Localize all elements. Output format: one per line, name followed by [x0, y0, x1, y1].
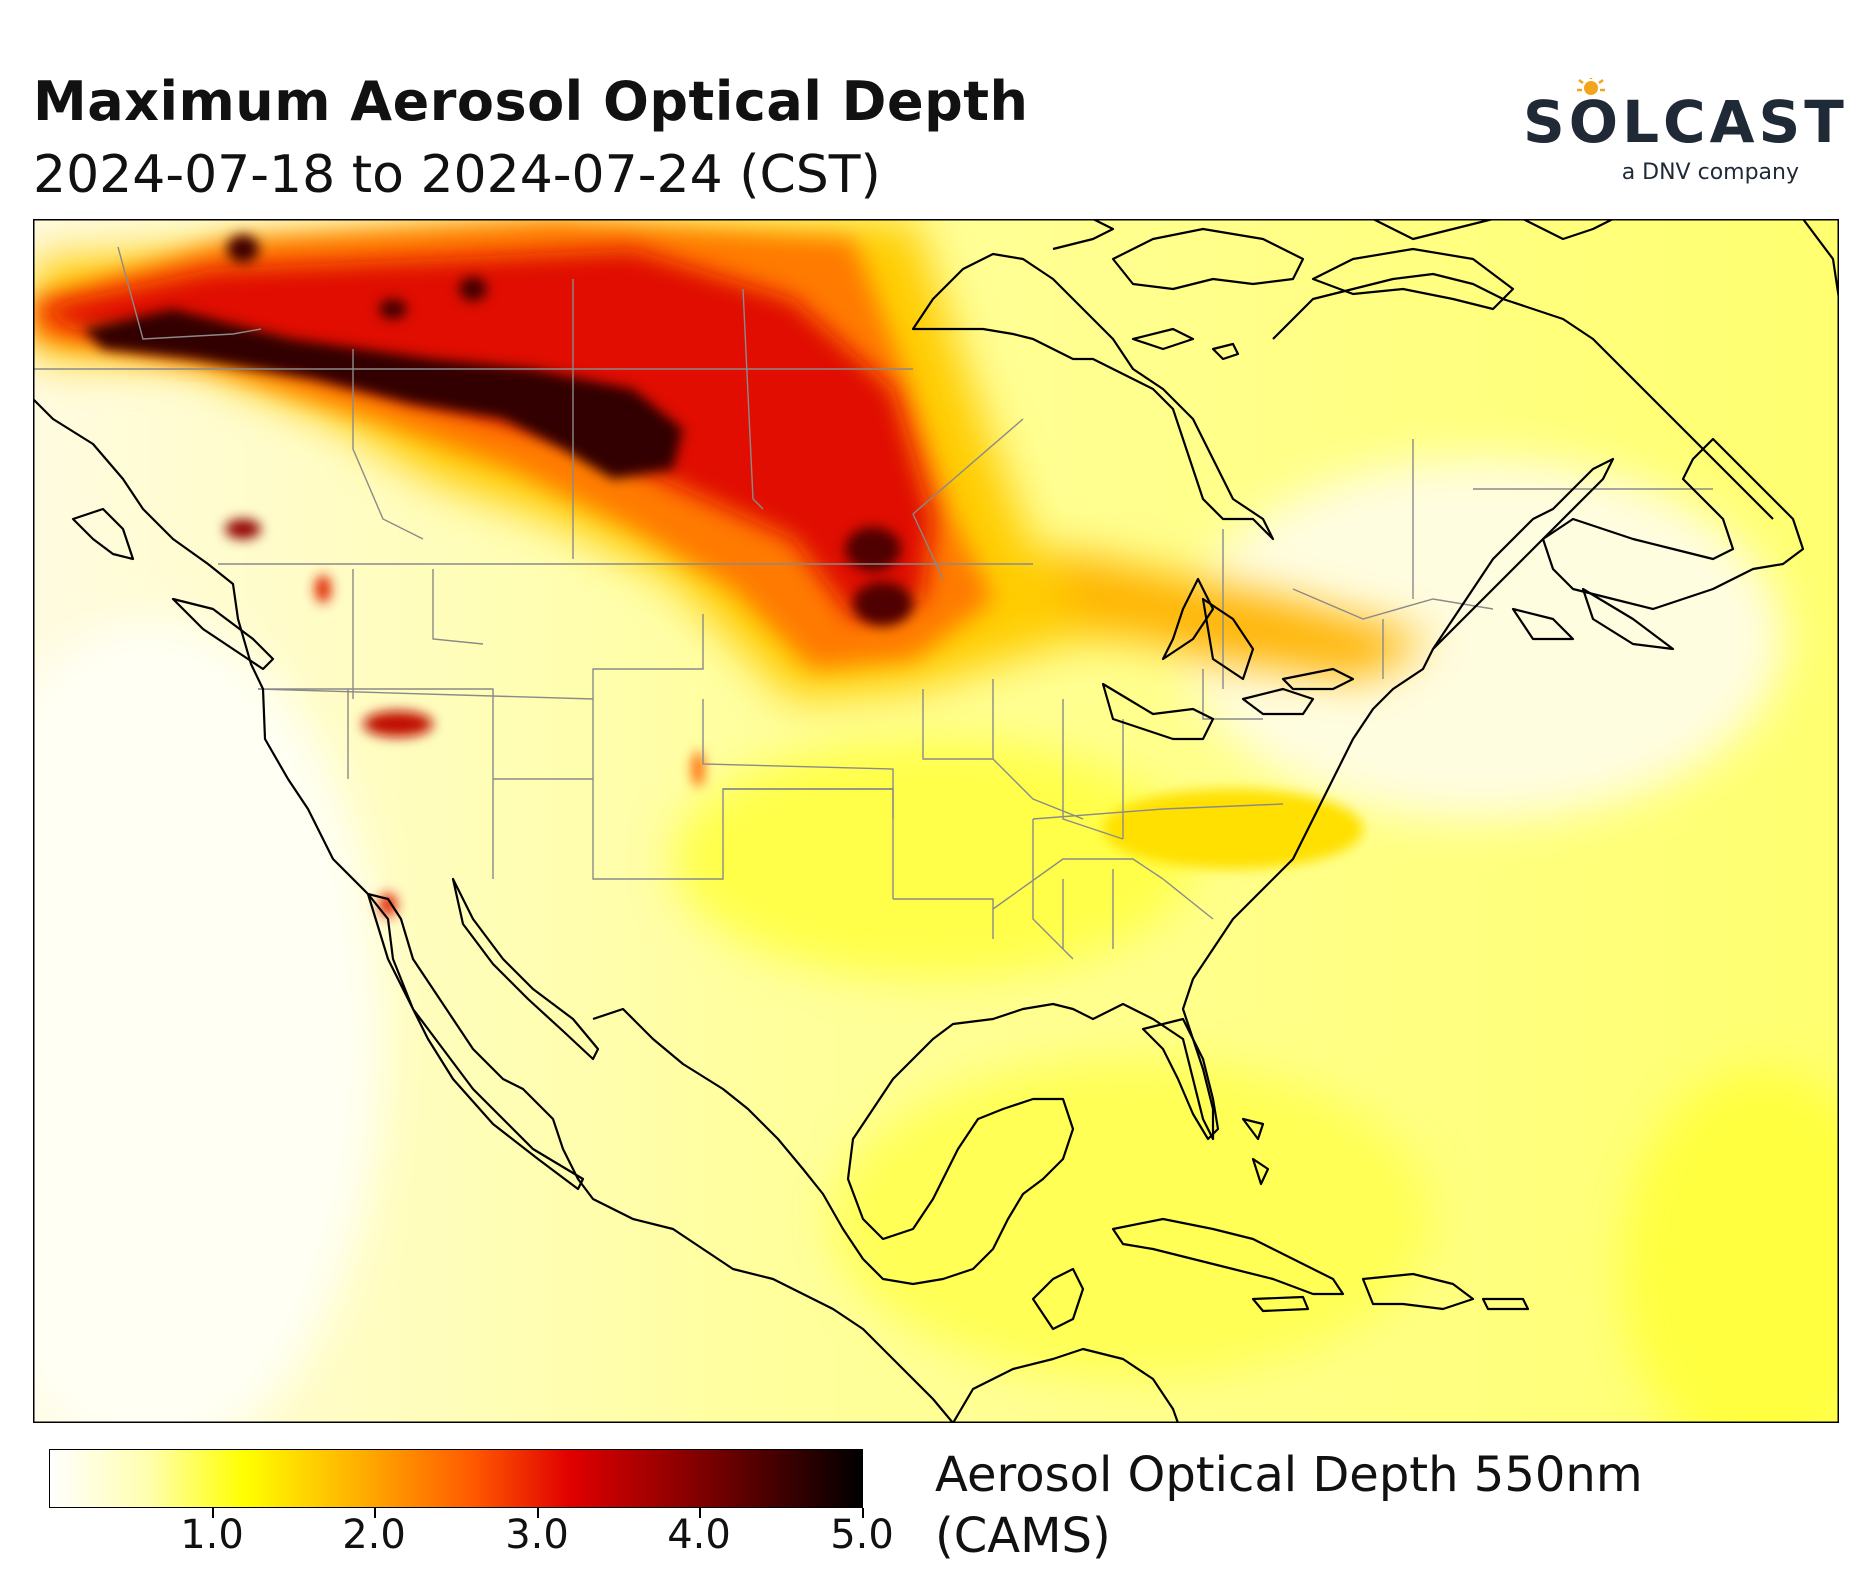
map-title: Maximum Aerosol Optical Depth [33, 70, 1029, 133]
logo-tagline: a DNV company [1621, 160, 1799, 185]
logo-wordmark: SOLCAST [1523, 88, 1848, 156]
aerosol-map [33, 219, 1839, 1423]
colorbar-tick [374, 1508, 376, 1518]
colorbar-tick [537, 1508, 539, 1518]
colorbar-label-source: (CAMS) [935, 1508, 1111, 1564]
colorbar-tick [862, 1508, 864, 1518]
colorbar-tick-label: 3.0 [505, 1512, 569, 1558]
colorbar-tick-label: 4.0 [667, 1512, 731, 1558]
sun-icon [1577, 78, 1605, 95]
map-subtitle: 2024-07-18 to 2024-07-24 (CST) [33, 145, 881, 205]
colorbar-tick [699, 1508, 701, 1518]
colorbar-tick-label: 1.0 [180, 1512, 244, 1558]
solcast-logo: SOLCAST a DNV company [1515, 78, 1844, 188]
colorbar-tick-label: 2.0 [342, 1512, 406, 1558]
colorbar-label: Aerosol Optical Depth 550nm [935, 1447, 1643, 1503]
colorbar-tick-label: 5.0 [830, 1512, 894, 1558]
colorbar [49, 1449, 863, 1508]
colorbar-tick [212, 1508, 214, 1518]
